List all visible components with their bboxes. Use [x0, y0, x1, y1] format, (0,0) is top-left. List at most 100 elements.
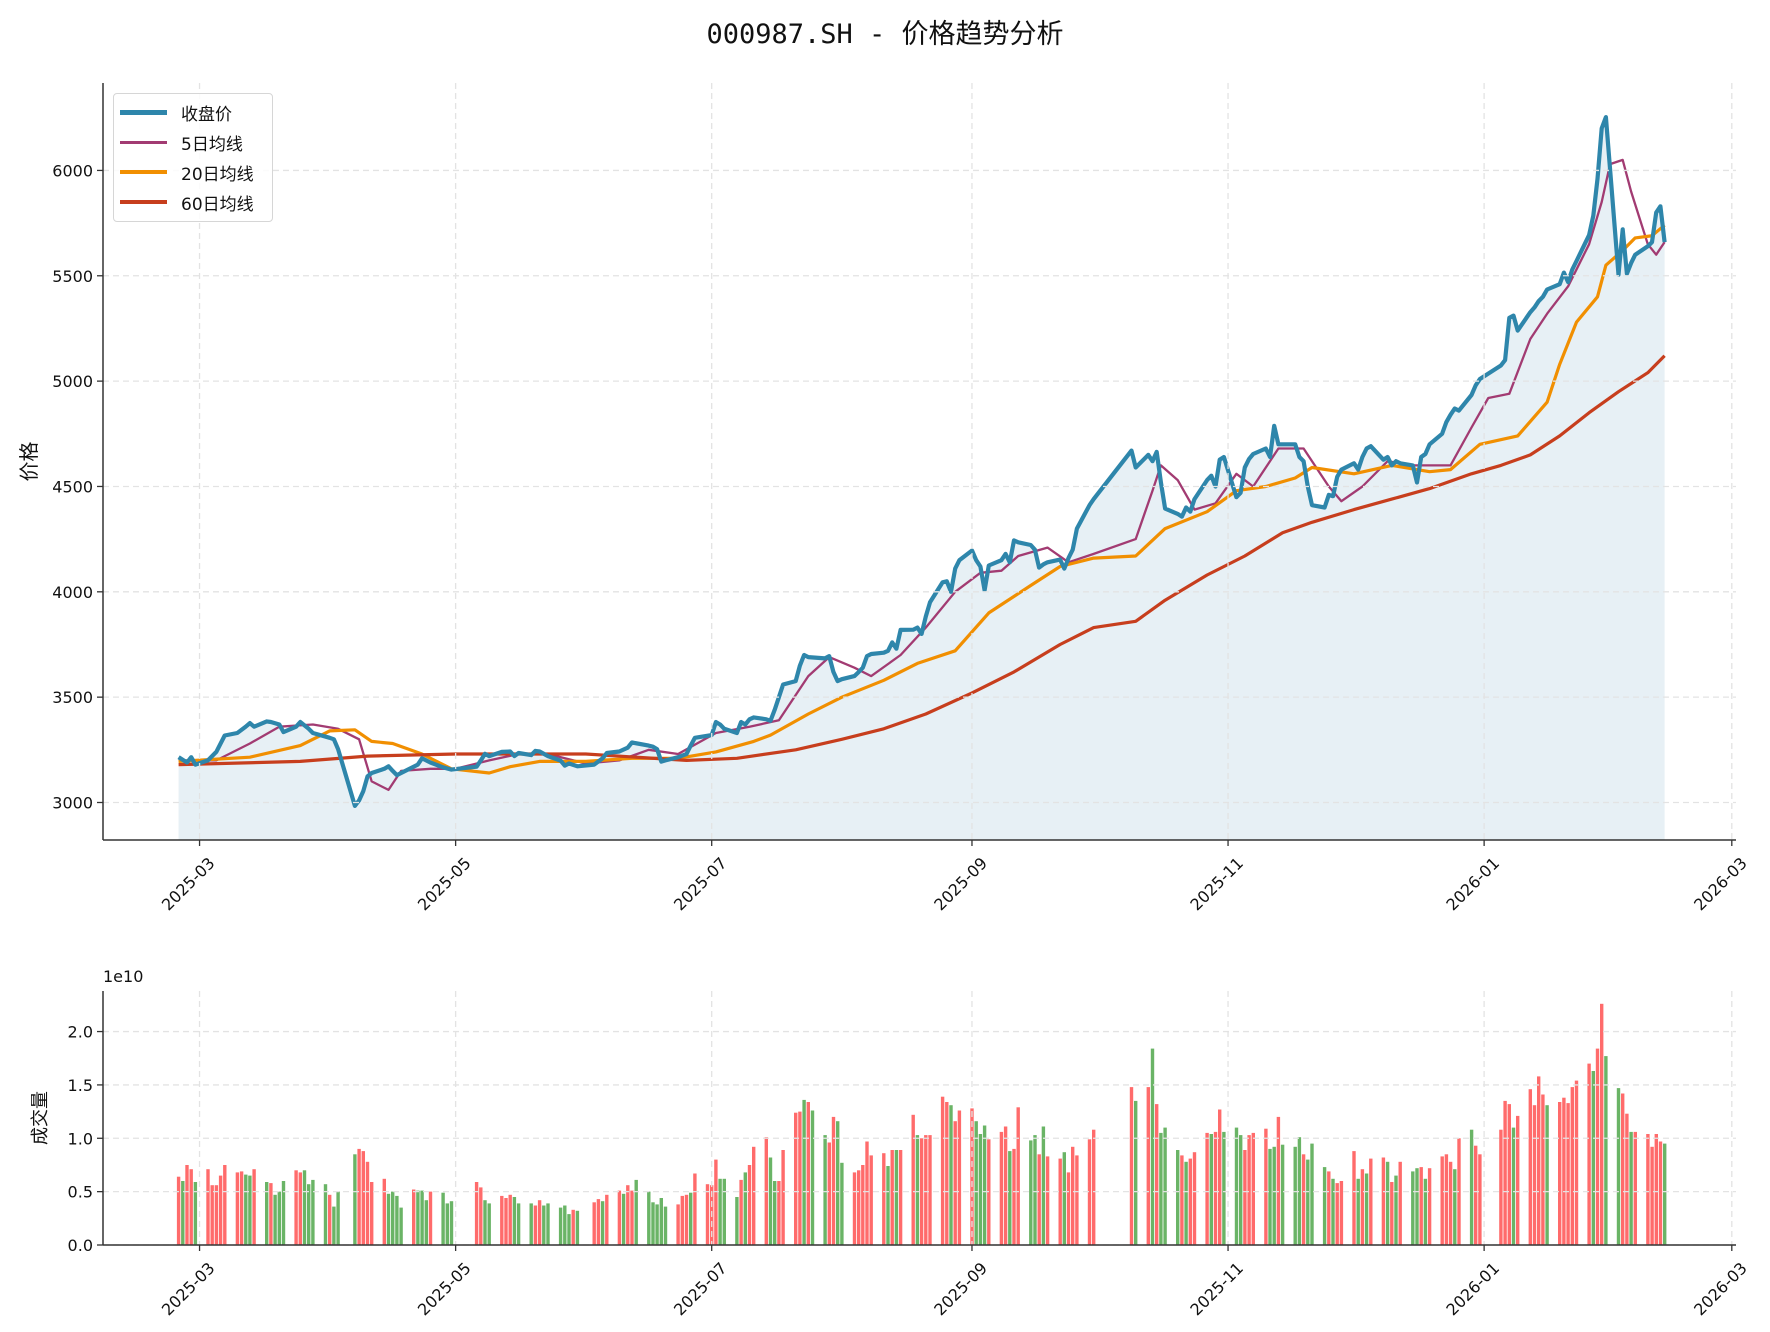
- volume-bar: [563, 1205, 567, 1245]
- volume-bar: [1423, 1178, 1428, 1245]
- x-tick-label: 2025-09: [930, 1259, 991, 1320]
- volume-bar: [1280, 1144, 1285, 1245]
- volume-bar: [218, 1175, 223, 1245]
- volume-bar: [1062, 1152, 1066, 1245]
- volume-bar: [399, 1207, 403, 1245]
- volume-bar: [575, 1210, 580, 1245]
- volume-bar: [239, 1171, 244, 1245]
- volume-bar: [1247, 1135, 1251, 1245]
- legend-item-ma5: 5日均线: [120, 127, 243, 157]
- volume-bar: [328, 1194, 332, 1245]
- x-tick-label: 2025-03: [158, 854, 219, 915]
- volume-bar: [869, 1155, 873, 1245]
- volume-bar: [1352, 1151, 1356, 1245]
- volume-bar: [886, 1166, 890, 1245]
- volume-bar: [1381, 1157, 1386, 1245]
- volume-bar: [1516, 1115, 1520, 1245]
- volume-bar: [332, 1206, 336, 1245]
- volume-bar: [1528, 1089, 1532, 1245]
- volume-bar: [982, 1125, 987, 1245]
- volume-bar: [1003, 1126, 1008, 1245]
- volume-bar: [1163, 1127, 1167, 1245]
- volume-bar: [504, 1198, 508, 1245]
- x-tick-label: 2025-11: [1186, 1259, 1247, 1320]
- volume-bar: [705, 1184, 710, 1245]
- volume-bar: [621, 1193, 626, 1245]
- volume-bar: [357, 1148, 361, 1245]
- legend-item-ma20: 20日均线: [120, 157, 254, 187]
- volume-bar: [596, 1199, 601, 1245]
- volume-bar: [1276, 1116, 1281, 1245]
- volume-bar: [1205, 1132, 1209, 1245]
- y-axis-label: 价格: [17, 442, 41, 482]
- volume-bar: [915, 1135, 920, 1245]
- volume-bar: [1335, 1183, 1339, 1245]
- volume-bar: [428, 1191, 433, 1245]
- volume-bar: [193, 1182, 198, 1245]
- volume-bar: [1616, 1088, 1621, 1245]
- volume-bar: [512, 1197, 517, 1245]
- volume-bar: [1155, 1104, 1159, 1245]
- volume-bar: [1570, 1087, 1574, 1245]
- volume-bar: [571, 1209, 575, 1245]
- volume-bar: [1146, 1087, 1150, 1245]
- volume-bar: [1654, 1134, 1658, 1245]
- volume-bar: [1016, 1107, 1020, 1245]
- volume-bar: [1041, 1126, 1046, 1245]
- volume-bar: [735, 1197, 739, 1245]
- volume-bar: [1604, 1056, 1608, 1245]
- volume-bar: [1537, 1076, 1541, 1245]
- volume-bar: [1134, 1100, 1138, 1245]
- volume-bar: [1621, 1093, 1625, 1245]
- volume-bar: [244, 1174, 248, 1245]
- volume-bar: [911, 1114, 915, 1245]
- volume-bar: [1297, 1137, 1302, 1245]
- volume-bar: [391, 1191, 395, 1245]
- volume-bar: [978, 1134, 983, 1245]
- volume-bar: [1419, 1167, 1423, 1245]
- volume-bar: [1364, 1173, 1369, 1245]
- volume-bar: [307, 1184, 311, 1245]
- volume-bar: [281, 1181, 286, 1245]
- volume-bar: [336, 1191, 340, 1245]
- y-tick-label: 1.5: [68, 1076, 93, 1095]
- volume-bar: [1075, 1155, 1079, 1245]
- volume-bar: [894, 1150, 899, 1245]
- volume-bar: [1398, 1161, 1402, 1245]
- volume-bar: [323, 1184, 328, 1245]
- volume-bar: [294, 1170, 298, 1245]
- volume-bar: [277, 1191, 281, 1245]
- axis-offset-label: 1e10: [103, 967, 143, 986]
- volume-bar: [1629, 1131, 1633, 1245]
- volume-bar: [382, 1178, 386, 1245]
- y-tick-label: 3000: [52, 793, 93, 812]
- legend-swatch-close: [120, 109, 167, 115]
- volume-bar: [189, 1169, 193, 1245]
- volume-bar: [655, 1204, 659, 1245]
- volume-bar: [1545, 1105, 1549, 1245]
- volume-bar: [999, 1131, 1004, 1245]
- volume-bar: [1369, 1158, 1373, 1245]
- volume-bar: [210, 1185, 214, 1245]
- y-tick-label: 0.0: [68, 1236, 93, 1255]
- y-tick-label: 3500: [52, 688, 93, 707]
- y-tick-label: 0.5: [68, 1183, 93, 1202]
- volume-bar: [928, 1135, 932, 1245]
- volume-bar: [1322, 1167, 1327, 1245]
- x-tick-label: 2026-03: [1690, 1259, 1751, 1320]
- volume-bar: [1234, 1127, 1239, 1245]
- x-tick-label: 2026-01: [1442, 1259, 1503, 1320]
- volume-bars: [176, 1003, 1667, 1245]
- legend-swatch-ma5: [120, 140, 167, 144]
- volume-bar: [420, 1190, 424, 1245]
- volume-bar: [302, 1170, 307, 1245]
- x-tick-label: 2026-01: [1442, 854, 1503, 915]
- volume-bar: [252, 1169, 256, 1245]
- volume-bar: [508, 1194, 512, 1245]
- volume-bar: [626, 1185, 630, 1245]
- volume-bar: [827, 1142, 831, 1245]
- volume-bar: [680, 1195, 684, 1245]
- volume-bar: [1264, 1128, 1268, 1245]
- x-tick-label: 2025-07: [670, 1259, 731, 1320]
- volume-bar: [1008, 1151, 1012, 1245]
